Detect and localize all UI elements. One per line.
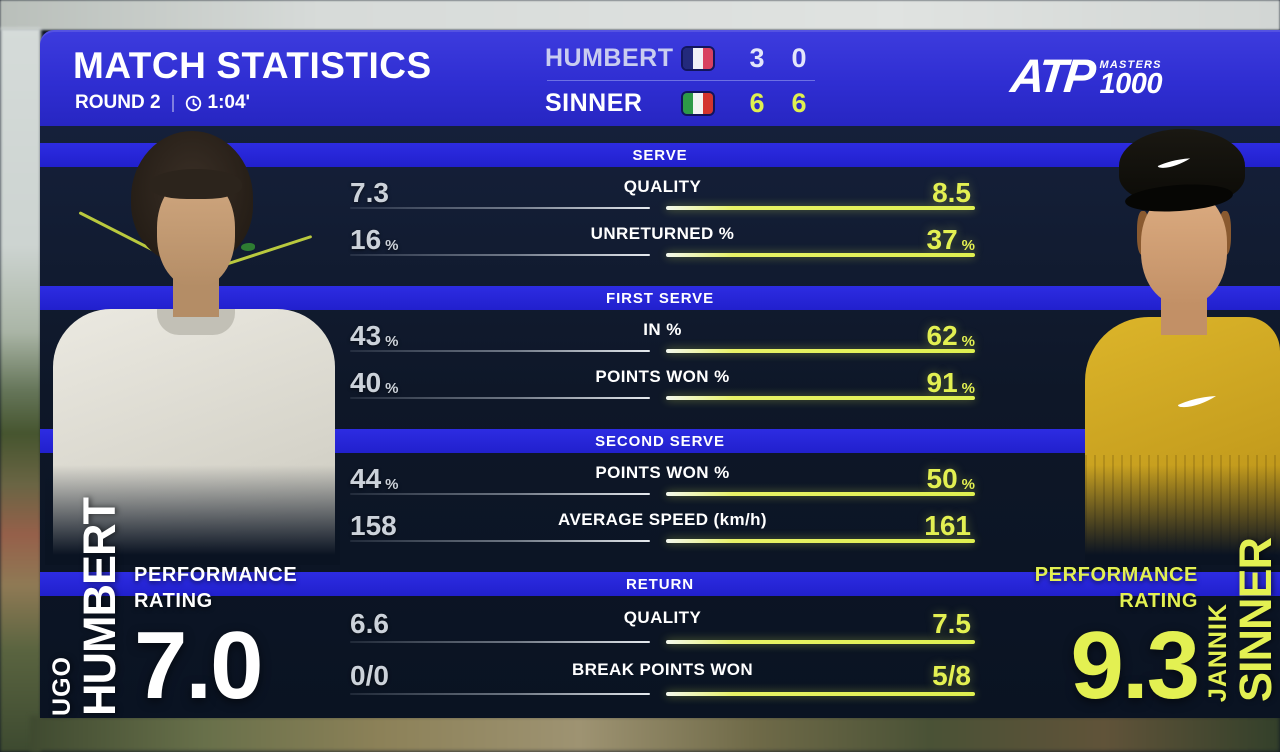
divider bbox=[171, 94, 174, 112]
stat-row: 6.6 QUALITY 7.5 bbox=[350, 596, 975, 648]
left-value: 0/0 bbox=[350, 660, 389, 691]
rating-label: PERFORMANCE RATING bbox=[1034, 564, 1198, 612]
stat-section: FIRST SERVE 43% IN % 62% 40% POINTS WON % 91% bbox=[40, 286, 1280, 404]
stat-label: IN % bbox=[643, 319, 682, 339]
france-flag-icon bbox=[683, 47, 713, 69]
left-value: 158 bbox=[350, 509, 397, 541]
row-underline bbox=[350, 692, 975, 696]
stat-label: BREAK POINTS WON bbox=[571, 660, 754, 679]
nike-swoosh-icon bbox=[1157, 157, 1199, 173]
right-value: 50% bbox=[926, 462, 976, 494]
stat-label: QUALITY bbox=[623, 608, 702, 627]
set-score: 0 bbox=[791, 42, 807, 73]
section-header: SERVE bbox=[40, 143, 1280, 167]
stat-section: SERVE 7.3 QUALITY 8.5 16% UNRETURNED % 37% bbox=[40, 143, 1280, 261]
set-score: 6 bbox=[791, 87, 807, 118]
row-underline bbox=[350, 539, 975, 543]
left-value: 44% bbox=[350, 462, 399, 494]
section-title: SECOND SERVE bbox=[595, 432, 725, 450]
score-divider bbox=[547, 80, 815, 81]
set-score: 3 bbox=[749, 42, 765, 73]
stat-row: 158 AVERAGE SPEED (km/h) 161 bbox=[350, 500, 975, 547]
right-value: 161 bbox=[924, 509, 971, 541]
header-bar: MATCH STATISTICS ROUND 2 1:04' HUMBERT 3 … bbox=[40, 30, 1280, 126]
stat-section: RETURN 6.6 QUALITY 7.5 0/0 BREAK POINTS WON 5/… bbox=[40, 572, 1280, 700]
row-underline bbox=[350, 206, 975, 210]
player-photo-sinner bbox=[1085, 127, 1280, 565]
stat-row: 40% POINTS WON % 91% bbox=[350, 357, 975, 404]
left-value: 43% bbox=[350, 319, 399, 351]
stat-label: UNRETURNED % bbox=[590, 223, 735, 243]
round-label: ROUND 2 bbox=[75, 92, 161, 113]
player-photo-humbert bbox=[45, 127, 340, 565]
set-score: 6 bbox=[749, 87, 765, 118]
section-header: RETURN bbox=[40, 572, 1280, 596]
section-title: RETURN bbox=[626, 575, 694, 593]
background-scenery-left bbox=[0, 28, 41, 752]
stat-row: 16% UNRETURNED % 37% bbox=[350, 214, 975, 261]
nike-swoosh-icon bbox=[1177, 395, 1217, 411]
stat-label: POINTS WON % bbox=[595, 366, 730, 386]
background-sky bbox=[0, 0, 1280, 30]
rating-value: 7.0 bbox=[134, 612, 263, 719]
performance-rating-sinner: PERFORMANCE RATING 9.3 bbox=[1034, 562, 1200, 719]
match-duration: 1:04' bbox=[185, 92, 250, 114]
rating-value: 9.3 bbox=[1070, 612, 1200, 719]
score-row-sinner: SINNER 6 6 bbox=[545, 86, 820, 120]
stat-label: QUALITY bbox=[623, 176, 702, 196]
player-name-sinner: JANNIK SINNER bbox=[1204, 537, 1280, 702]
right-value: 37% bbox=[926, 223, 976, 255]
left-value: 40% bbox=[350, 366, 399, 398]
round-and-duration: ROUND 2 1:04' bbox=[75, 92, 250, 114]
right-value: 8.5 bbox=[932, 176, 971, 208]
section-title: FIRST SERVE bbox=[606, 289, 714, 307]
lacoste-logo-icon bbox=[241, 243, 255, 251]
row-underline bbox=[350, 492, 975, 496]
clock-icon bbox=[185, 95, 201, 111]
stat-row: 0/0 BREAK POINTS WON 5/8 bbox=[350, 648, 975, 700]
atp-masters-1000-logo: ATP MASTERS 1000 bbox=[1008, 49, 1162, 102]
row-underline bbox=[350, 349, 975, 353]
row-underline bbox=[350, 253, 975, 257]
section-header: FIRST SERVE bbox=[40, 286, 1280, 310]
right-value: 62% bbox=[926, 319, 976, 351]
left-value: 6.6 bbox=[350, 608, 389, 639]
row-underline bbox=[350, 640, 975, 644]
right-value: 91% bbox=[926, 366, 976, 398]
stat-row: 43% IN % 62% bbox=[350, 310, 975, 357]
right-value: 5/8 bbox=[932, 660, 971, 691]
stat-label: POINTS WON % bbox=[595, 462, 730, 482]
stat-row: 7.3 QUALITY 8.5 bbox=[350, 167, 975, 214]
left-value: 16% bbox=[350, 223, 399, 255]
left-value: 7.3 bbox=[350, 176, 389, 208]
right-value: 7.5 bbox=[932, 608, 971, 639]
background-scenery-bottom bbox=[30, 716, 1280, 752]
score-row-humbert: HUMBERT 3 0 bbox=[545, 41, 820, 75]
italy-flag-icon bbox=[683, 92, 713, 114]
row-underline bbox=[350, 396, 975, 400]
stat-label: AVERAGE SPEED (km/h) bbox=[558, 509, 767, 529]
rating-label: PERFORMANCE RATING bbox=[134, 564, 298, 612]
stat-row: 44% POINTS WON % 50% bbox=[350, 453, 975, 500]
player-name-humbert: UGO HUMBERT bbox=[48, 498, 125, 716]
scoreboard: HUMBERT 3 0 SINNER 6 6 bbox=[545, 41, 820, 120]
page-title: MATCH STATISTICS bbox=[73, 45, 432, 86]
section-title: SERVE bbox=[632, 146, 688, 164]
performance-rating-humbert: PERFORMANCE RATING 7.0 bbox=[134, 562, 298, 719]
